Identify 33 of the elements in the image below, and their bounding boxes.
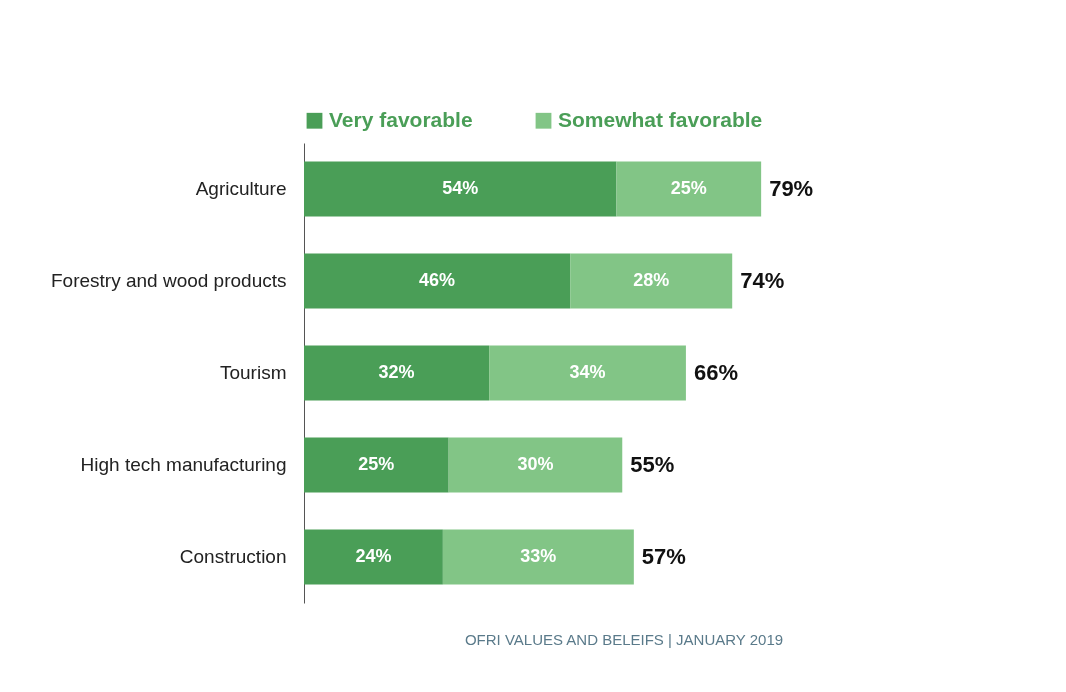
bar [442,529,634,585]
data-label: 33% [520,546,557,566]
bar [448,437,623,493]
data-label: 30% [517,454,554,474]
bar [304,161,617,217]
data-label: 24% [355,546,392,566]
bar [304,437,449,493]
total-label: 55% [630,452,675,477]
bar [304,529,443,585]
legend-label: Very favorable [329,107,473,131]
y-tick-label: Forestry and wood products [50,270,287,291]
data-label: 25% [358,454,395,474]
legend-label: Somewhat favorable [558,107,763,131]
data-label: 34% [569,362,606,382]
data-label: 25% [670,178,707,198]
data-label: 32% [378,362,415,382]
bar [570,253,733,309]
data-label: 28% [633,270,670,290]
total-label: 66% [693,360,738,385]
y-tick-label: Construction [179,546,287,567]
data-label: 46% [419,270,456,290]
total-label: 57% [641,544,686,569]
total-label: 74% [740,268,785,293]
y-tick-label: High tech manufacturing [80,454,287,475]
bar [489,345,686,401]
bar [616,161,762,217]
bar [304,253,571,309]
bar [304,345,490,401]
data-label: 54% [442,178,479,198]
text: OFRI VALUES AND BELEIFS | JANUARY 2019 [464,631,784,648]
y-tick-label: Tourism [219,362,287,383]
y-tick-label: Agriculture [195,178,287,199]
total-label: 79% [769,176,814,201]
